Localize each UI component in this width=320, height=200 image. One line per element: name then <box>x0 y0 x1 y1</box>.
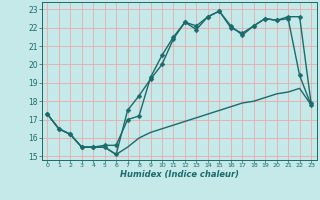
X-axis label: Humidex (Indice chaleur): Humidex (Indice chaleur) <box>120 170 239 179</box>
